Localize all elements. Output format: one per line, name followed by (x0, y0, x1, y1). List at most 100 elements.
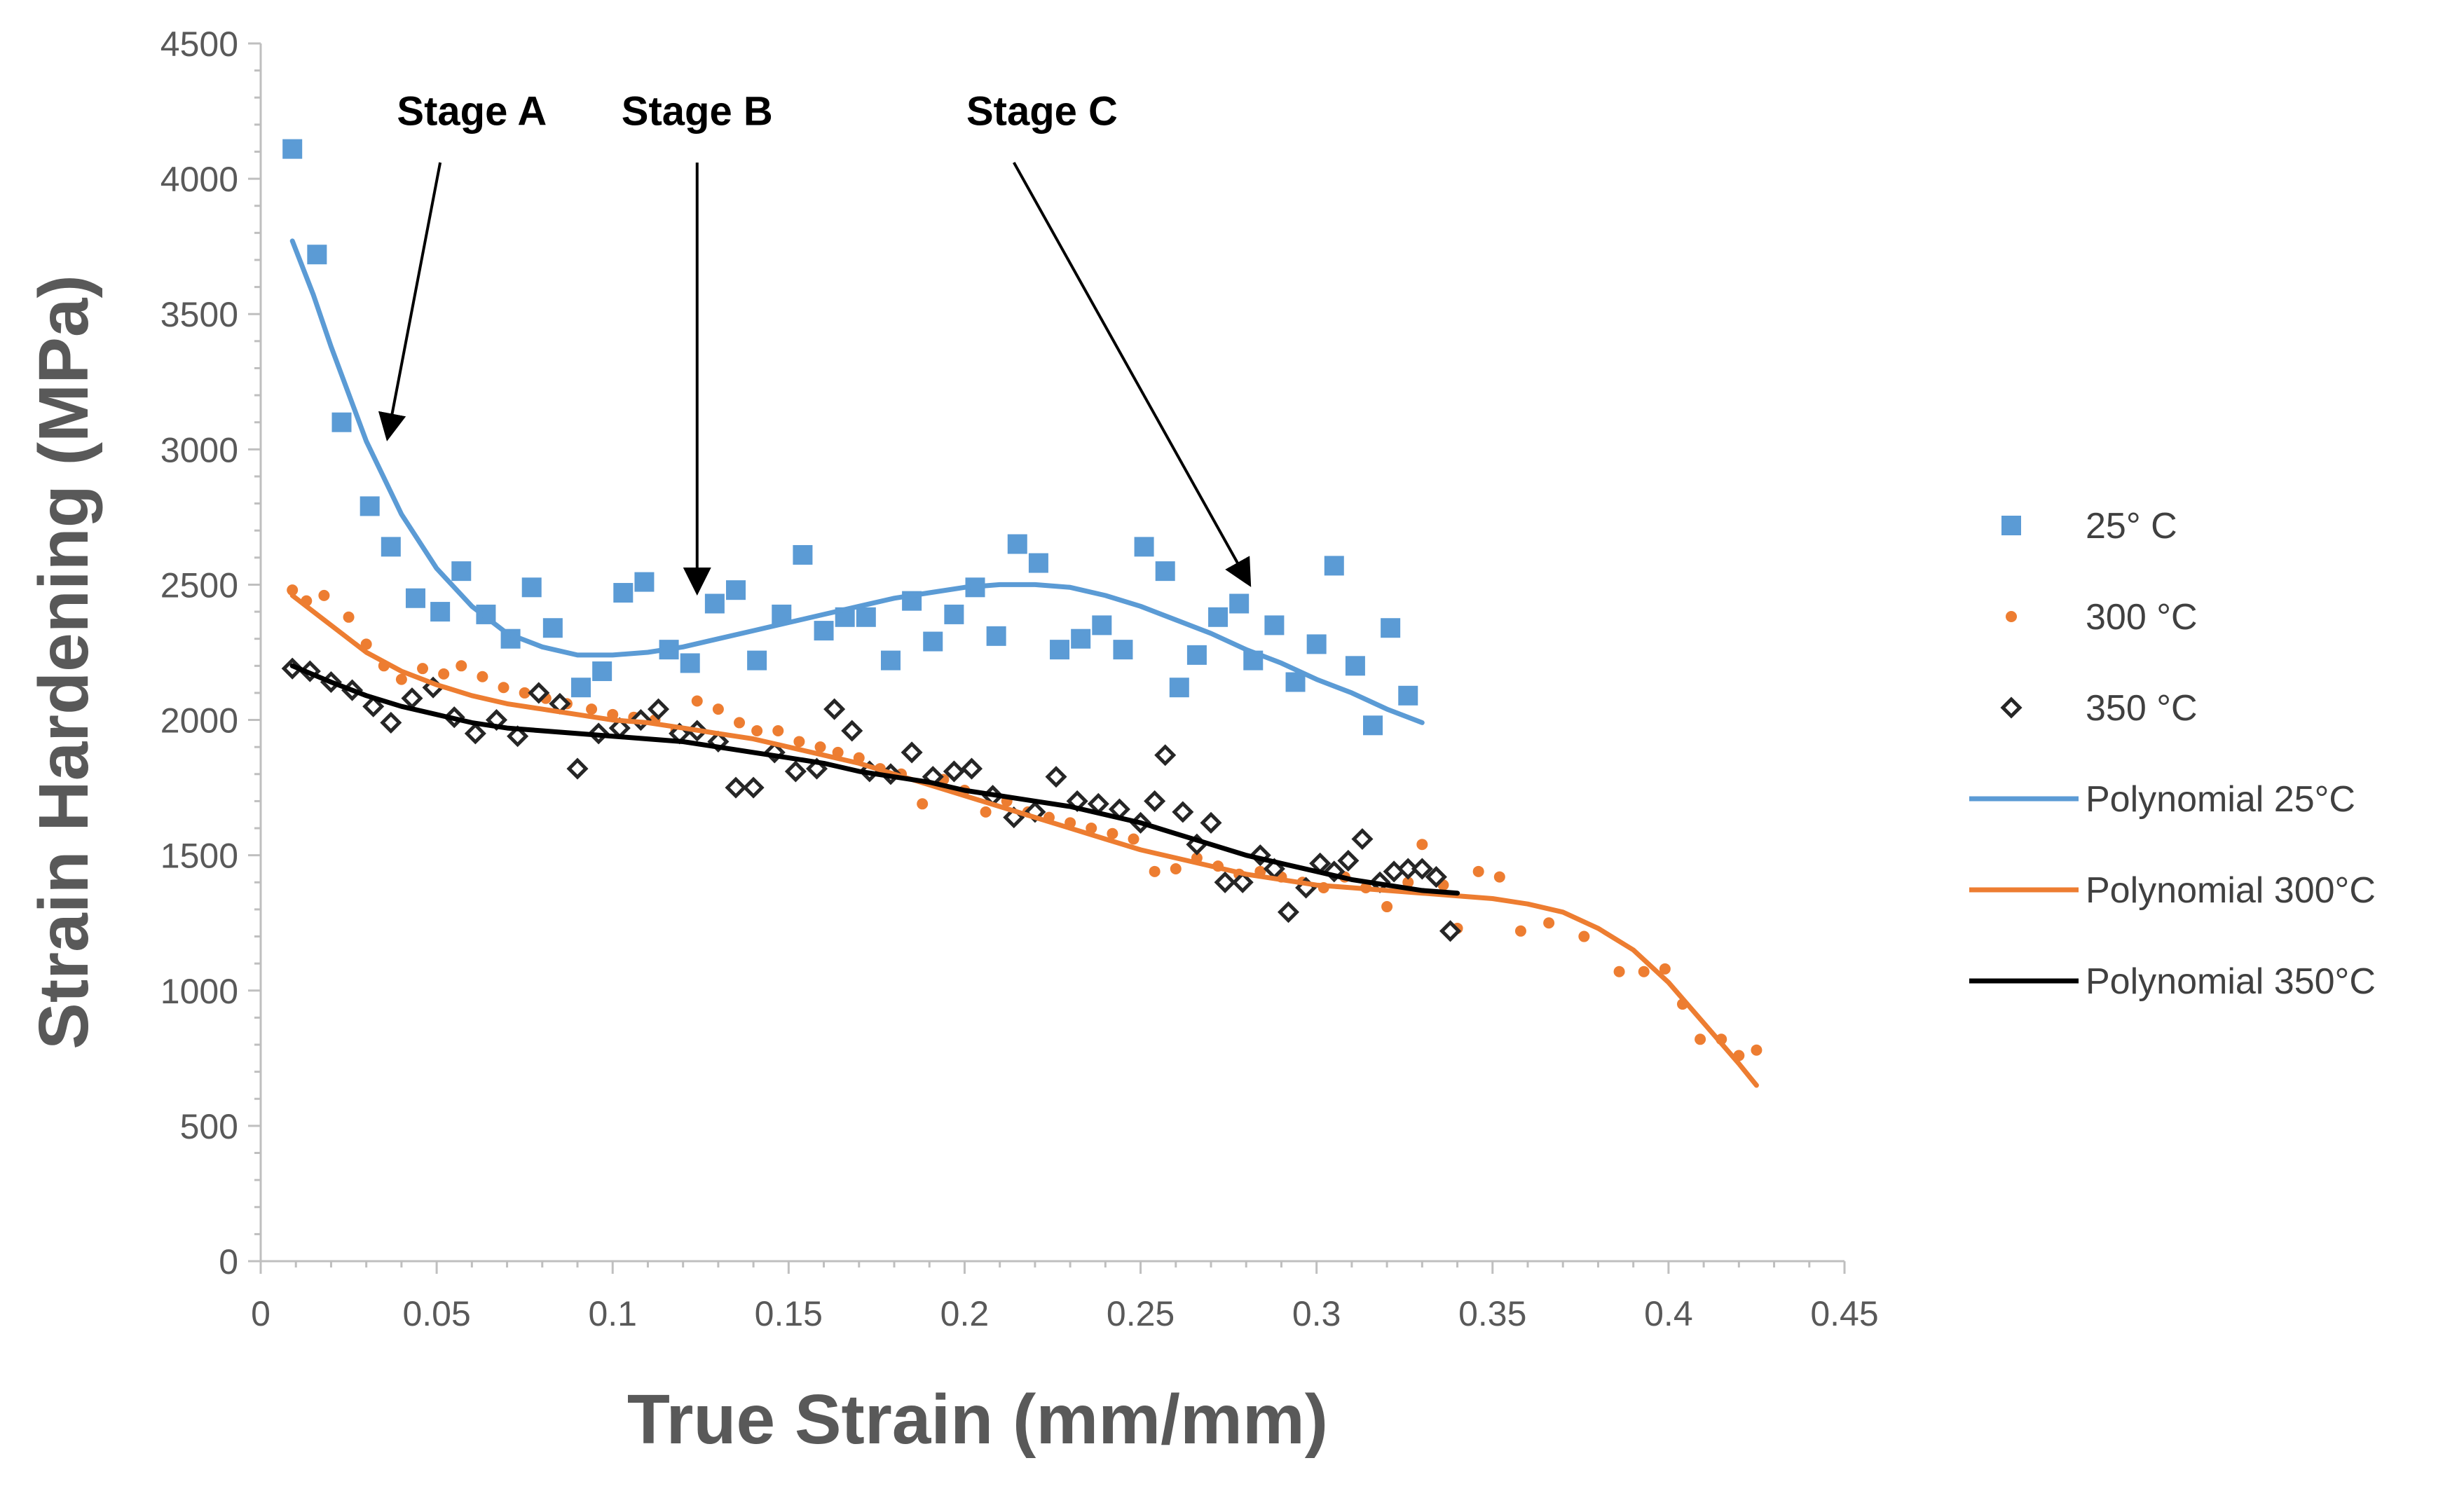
data-point (456, 660, 467, 672)
data-point (1578, 930, 1590, 942)
legend-label: 300 °C (2086, 597, 2198, 638)
data-point (1092, 615, 1112, 635)
legend-item: Polynomial 25°C (1969, 779, 2355, 820)
data-point (1028, 553, 1048, 573)
legend-marker (2000, 696, 2022, 719)
legend-label: 350 °C (2086, 688, 2198, 729)
data-point (1381, 901, 1393, 913)
data-point (395, 673, 407, 685)
data-point (1659, 963, 1671, 975)
data-point (307, 245, 327, 265)
data-point (1751, 1044, 1763, 1056)
data-point (751, 725, 763, 737)
series-2 (281, 657, 1462, 942)
data-point (1381, 618, 1401, 638)
annotation-layer: Stage A Stage B Stage C (378, 89, 1252, 596)
data-point (592, 661, 612, 682)
data-point (1416, 839, 1428, 851)
data-point (814, 621, 834, 641)
y-tick-label: 0 (219, 1242, 238, 1282)
data-point (704, 593, 725, 614)
y-tick-label: 2000 (160, 701, 238, 741)
y-tick-label: 3500 (160, 295, 238, 334)
data-point (1613, 966, 1625, 977)
data-point (772, 725, 784, 737)
data-point (542, 618, 563, 638)
data-point (1128, 833, 1139, 845)
data-point (917, 798, 929, 810)
data-point (1425, 866, 1447, 888)
data-point (734, 717, 746, 729)
data-point (438, 668, 450, 680)
data-point (362, 695, 385, 717)
y-tick-label: 4500 (160, 25, 238, 64)
data-point (430, 602, 451, 622)
data-point (1543, 917, 1555, 929)
x-tick-label: 0.05 (402, 1294, 470, 1333)
data-point (1472, 865, 1484, 877)
data-point (986, 626, 1006, 646)
axes: 0 500 1000 1500 2000 2500 3000 3500 4000 4500 0 0.0… (160, 25, 1879, 1333)
x-tick-label: 0.4 (1644, 1294, 1693, 1333)
x-tick-label: 0 (251, 1294, 271, 1333)
x-tick-label: 0.35 (1458, 1294, 1526, 1333)
data-point (360, 638, 372, 650)
data-point (1007, 534, 1027, 554)
data-point (1397, 858, 1419, 880)
data-point (1208, 607, 1228, 627)
legend-label: Polynomial 350°C (2086, 961, 2376, 1002)
data-point (498, 682, 509, 694)
data-point (680, 653, 700, 673)
data-point (1324, 556, 1344, 576)
data-point (331, 412, 352, 432)
data-point (1107, 827, 1118, 839)
data-point (1154, 744, 1177, 767)
data-point (1411, 858, 1433, 880)
annotation-label: Stage B (622, 89, 773, 135)
data-point (901, 741, 923, 764)
data-point (841, 720, 863, 742)
data-point (1337, 849, 1360, 872)
data-point (1229, 593, 1250, 614)
legend-item: 350 °C (2000, 688, 2198, 729)
data-point (1144, 790, 1166, 812)
data-point (507, 725, 529, 748)
data-point (1264, 615, 1285, 635)
data-point (1363, 715, 1383, 736)
data-point (1402, 877, 1414, 888)
legend-marker (2001, 516, 2021, 535)
annotation-label: Stage A (397, 89, 547, 135)
data-point (1045, 766, 1067, 788)
data-point (417, 663, 429, 675)
data-point (747, 650, 767, 671)
data-point (360, 496, 380, 516)
data-point (814, 741, 826, 753)
series-4 (289, 593, 1759, 1088)
data-point (1071, 628, 1091, 649)
data-point (647, 698, 670, 720)
data-point (1186, 645, 1207, 665)
data-point (712, 703, 724, 715)
data-point (287, 584, 299, 596)
x-tick-label: 0.1 (588, 1294, 637, 1333)
data-point (1638, 966, 1650, 977)
data-point (401, 687, 423, 710)
data-point (1493, 871, 1505, 883)
data-point (1155, 561, 1175, 582)
data-point (1383, 860, 1405, 883)
data-point (1050, 640, 1070, 660)
data-point (634, 572, 655, 592)
data-point (832, 746, 844, 758)
series-5 (289, 663, 1460, 896)
data-point (1514, 925, 1526, 937)
data-point (726, 580, 746, 600)
legend: 25° C 300 °C 350 °C Polynomial 25°C Polynomi… (1969, 506, 2376, 1002)
annotation-label: Stage C (966, 89, 1118, 135)
data-point (1149, 865, 1161, 877)
data-point (793, 544, 813, 565)
data-point (1351, 827, 1374, 851)
data-point (880, 650, 901, 671)
data-point (571, 678, 591, 698)
data-point (464, 722, 486, 745)
x-tick-label: 0.2 (940, 1294, 990, 1333)
